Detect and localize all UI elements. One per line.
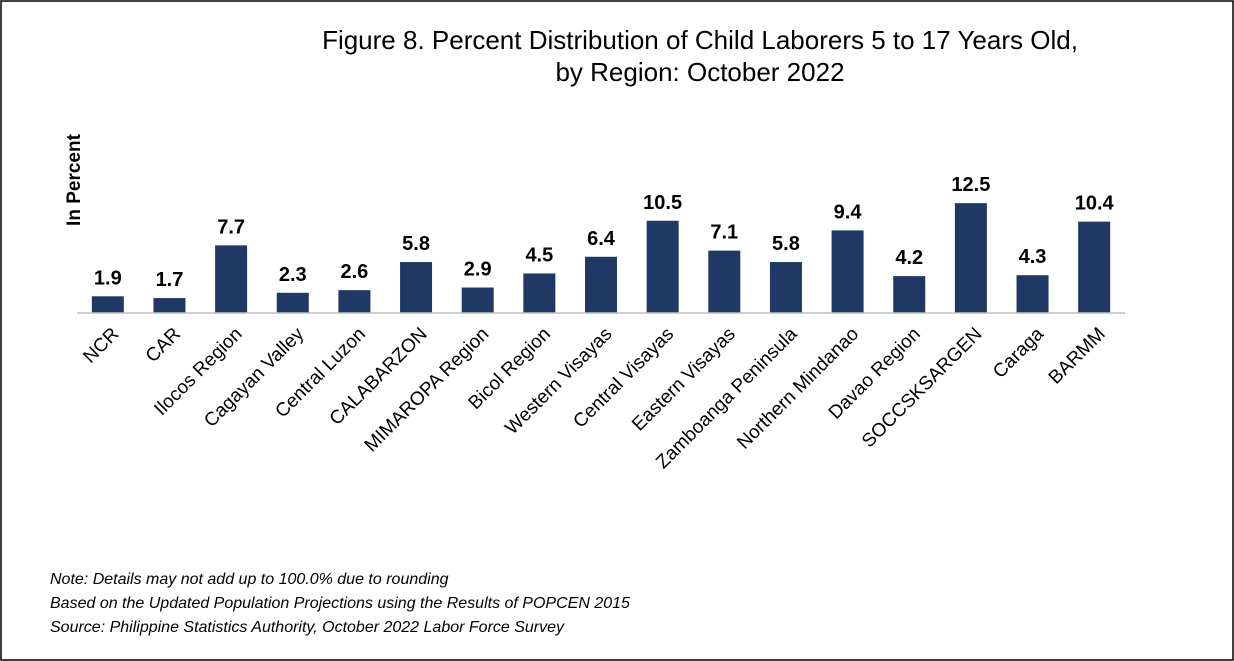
bar: [400, 262, 433, 313]
bar: [585, 256, 617, 313]
data-label: 12.5: [951, 174, 990, 196]
data-label: 4.5: [525, 244, 553, 266]
bar: [708, 250, 741, 313]
data-label: 10.4: [1075, 193, 1115, 215]
bar: [646, 220, 679, 313]
data-label: 4.2: [895, 247, 923, 269]
bar: [769, 262, 802, 313]
note: Source: Philippine Statistics Authority,…: [50, 619, 565, 636]
bar: [338, 290, 371, 313]
bar: [91, 296, 124, 313]
data-label: 5.8: [772, 233, 800, 255]
data-label: 2.6: [341, 261, 369, 283]
data-label: 4.3: [1019, 246, 1047, 268]
bar: [954, 203, 987, 313]
chart-title: by Region: October 2022: [555, 57, 844, 87]
data-label: 6.4: [587, 228, 616, 250]
data-label: 7.1: [710, 222, 738, 244]
data-label: 1.7: [156, 269, 184, 291]
data-label: 2.9: [464, 259, 492, 281]
bar: [893, 276, 926, 313]
data-label: 9.4: [834, 201, 863, 223]
bar: [523, 273, 556, 313]
data-label: 5.8: [402, 233, 430, 255]
bar: [153, 298, 186, 313]
note: Based on the Updated Population Projecti…: [50, 595, 630, 612]
bar: [461, 287, 494, 313]
bar: [1078, 221, 1111, 313]
data-label: 2.3: [279, 264, 307, 286]
note: Note: Details may not add up to 100.0% d…: [50, 571, 449, 588]
data-label: 7.7: [217, 216, 245, 238]
bar: [276, 292, 309, 313]
y-axis-label: In Percent: [64, 133, 85, 226]
chart-title: Figure 8. Percent Distribution of Child …: [322, 25, 1078, 55]
data-label: 10.5: [643, 192, 682, 214]
bar: [215, 245, 248, 313]
data-label: 1.9: [94, 267, 122, 289]
bar: [1016, 275, 1049, 313]
bar: [831, 230, 864, 313]
